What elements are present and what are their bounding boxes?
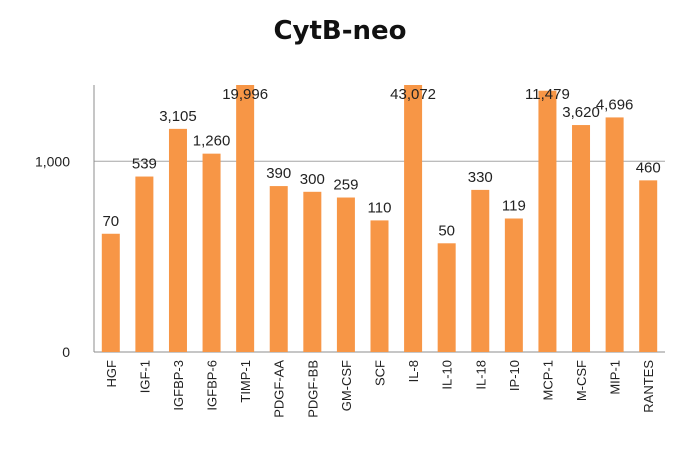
axes: 0 1,000: [35, 85, 665, 360]
category-label: TIMP-1: [238, 360, 253, 403]
category-labels: HGF IGF-1 IGFBP-3 IGFBP-6 TIMP-1 PDGF-AA PDGF-…: [104, 360, 656, 418]
category-label: HGF: [104, 360, 119, 388]
data-label: 19,996: [222, 86, 268, 103]
data-label: 259: [333, 177, 358, 194]
category-label: IGFBP-3: [171, 360, 186, 411]
data-label: 460: [636, 159, 661, 176]
bars: [101, 85, 658, 353]
category-label: M-CSF: [574, 360, 589, 401]
category-label: GM-CSF: [339, 360, 354, 411]
category-label: IL-8: [406, 360, 421, 382]
bar-igfbp-6: [202, 153, 221, 352]
data-label: 1,260: [193, 133, 231, 150]
data-label: 50: [438, 222, 455, 239]
bar-mcp-1: [538, 90, 557, 352]
data-label: 119: [502, 198, 526, 215]
bar-mip-1: [605, 117, 624, 353]
data-labels: 70 539 3,105 1,260 19,996 390 300 259 110 43,072 5…: [102, 86, 660, 239]
data-label: 110: [368, 199, 392, 216]
category-label: IGF-1: [137, 360, 152, 393]
category-label: IGFBP-6: [205, 360, 220, 411]
data-label: 70: [102, 213, 119, 230]
data-label: 3,620: [562, 104, 600, 121]
bar-gm-csf: [336, 197, 355, 352]
data-label: 390: [266, 165, 291, 182]
data-label: 4,696: [596, 96, 634, 113]
y-tick-label: 1,000: [35, 153, 70, 169]
data-label: 43,072: [390, 86, 436, 103]
category-label: IP-10: [507, 360, 522, 391]
data-label: 539: [132, 156, 157, 173]
bar-igf-1: [135, 176, 154, 352]
category-label: MIP-1: [608, 360, 623, 395]
category-label: IL-18: [473, 360, 488, 390]
category-label: IL-10: [440, 360, 455, 390]
bar-il-10: [437, 243, 456, 352]
category-label: MCP-1: [540, 360, 555, 400]
data-label: 3,105: [159, 108, 197, 125]
data-label: 330: [468, 169, 493, 186]
bar-rantes: [639, 180, 658, 352]
bar-pdgf-bb: [303, 191, 322, 352]
category-label: PDGF-BB: [305, 360, 320, 418]
bar-hgf: [101, 233, 120, 352]
y-tick-label: 0: [62, 344, 70, 360]
data-label: 11,479: [525, 86, 570, 103]
data-label: 300: [300, 171, 325, 188]
category-label: PDGF-AA: [272, 360, 287, 418]
bar-pdgf-aa: [269, 186, 288, 352]
category-label: RANTES: [641, 360, 656, 413]
bar-timp-1: [236, 85, 255, 352]
category-label: SCF: [373, 360, 388, 386]
chart-title: CytB-neo: [273, 16, 407, 46]
bar-ip-10: [504, 218, 523, 352]
bar-igfbp-3: [168, 128, 187, 352]
bar-m-csf: [572, 125, 591, 352]
bar-il-18: [471, 189, 490, 352]
bar-scf: [370, 220, 389, 352]
bar-il-8: [404, 85, 423, 352]
